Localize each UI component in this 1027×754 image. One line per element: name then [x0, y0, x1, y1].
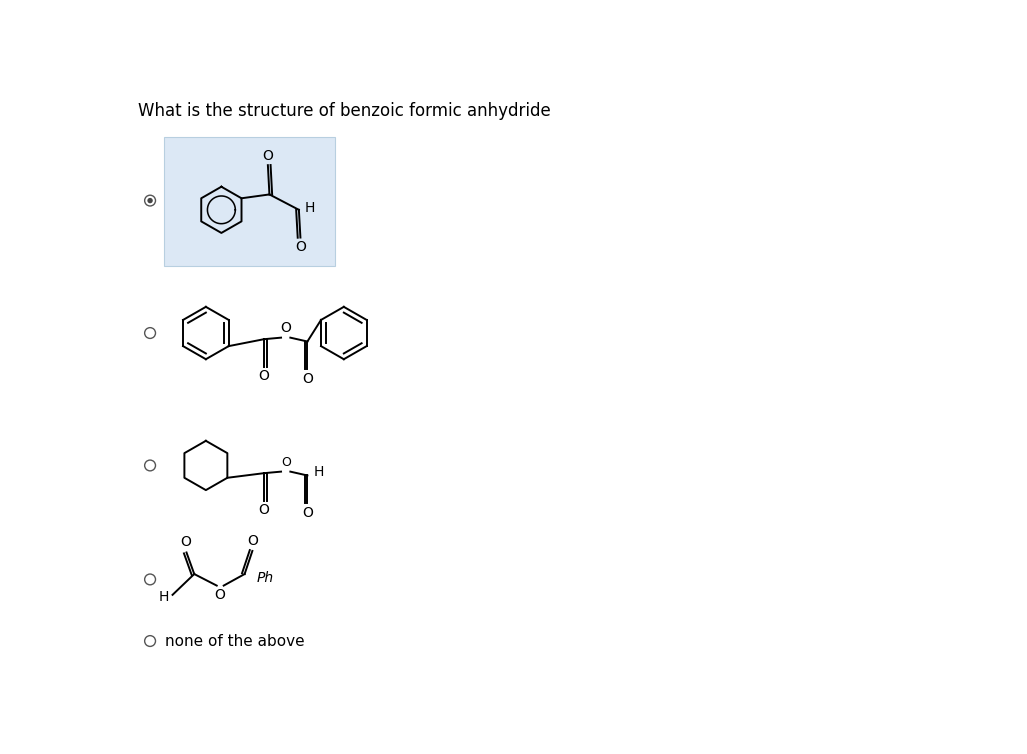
Text: What is the structure of benzoic formic anhydride: What is the structure of benzoic formic … — [138, 102, 550, 120]
Text: H: H — [305, 201, 315, 216]
Text: O: O — [258, 503, 269, 517]
Text: O: O — [263, 149, 273, 163]
Text: H: H — [313, 465, 324, 480]
Text: O: O — [246, 534, 258, 548]
FancyBboxPatch shape — [164, 136, 335, 266]
Text: O: O — [295, 240, 306, 254]
Text: O: O — [280, 320, 291, 335]
Text: O: O — [303, 505, 313, 520]
Text: Ph: Ph — [257, 571, 273, 585]
Text: H: H — [159, 590, 169, 604]
Text: none of the above: none of the above — [164, 633, 304, 648]
Text: O: O — [280, 455, 291, 468]
Text: O: O — [303, 372, 313, 385]
Circle shape — [147, 198, 153, 204]
Text: O: O — [181, 535, 191, 550]
Text: O: O — [258, 369, 269, 383]
Text: O: O — [215, 588, 225, 602]
